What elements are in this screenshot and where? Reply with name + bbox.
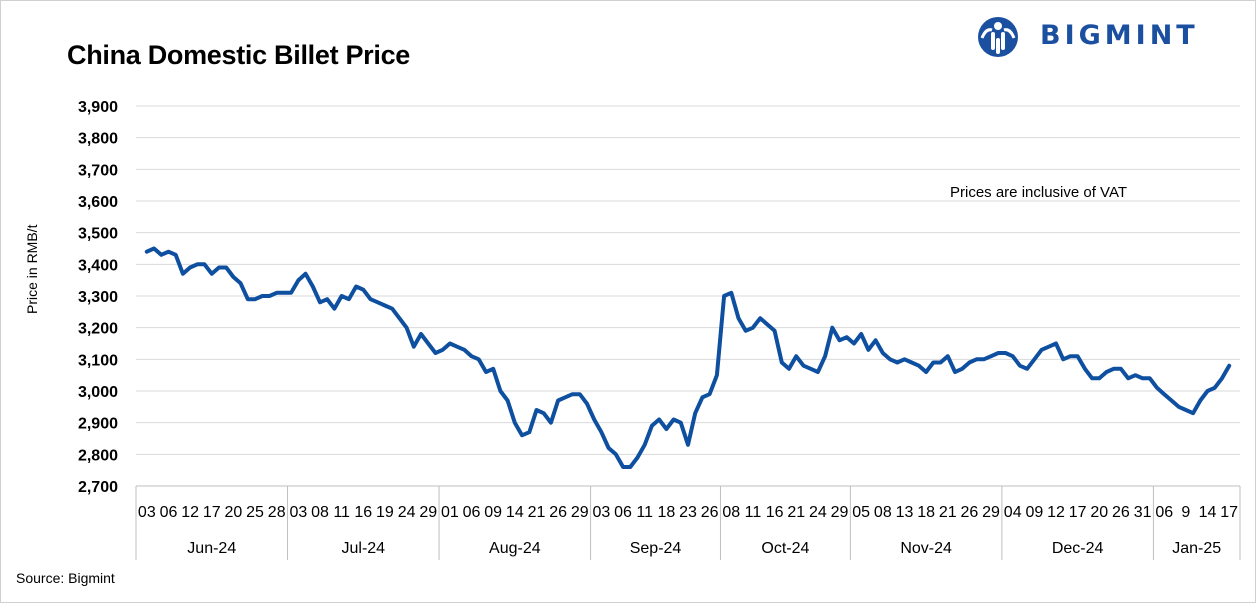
x-tick-label: 24 [398,504,416,521]
x-tick-label: 03 [138,504,156,521]
y-tick-label: 3,500 [78,226,118,243]
y-tick-label: 3,300 [78,289,118,306]
y-tick-label: 2,800 [78,447,118,464]
x-tick-label: 17 [1220,504,1238,521]
x-tick-label: 03 [593,504,611,521]
x-tick-label: 18 [917,504,935,521]
x-tick-label: 14 [1199,504,1217,521]
y-tick-label: 3,800 [78,131,118,148]
y-tick-label: 3,000 [78,384,118,401]
x-axis: 03 06 12 17 20 25 28 03 08 11 16 19 24 29 01 06 09 14 21 26… [135,485,1241,560]
x-tick-label: 03 [289,504,307,521]
month-label: Jan-25 [1172,540,1221,557]
x-tick-label: 18 [657,504,675,521]
x-tick-label: 06 [463,504,481,521]
y-tick-label: 3,700 [78,162,118,179]
x-tick-label: 31 [1134,504,1152,521]
x-tick-label: 17 [203,504,221,521]
price-series-line [144,246,1232,469]
x-tick-label: 16 [766,504,784,521]
x-tick-label: 29 [419,504,437,521]
x-tick-label: 29 [982,504,1000,521]
vat-note: Prices are inclusive of VAT [950,184,1128,201]
y-tick-label: 3,400 [78,257,118,274]
x-tick-label: 14 [506,504,524,521]
x-tick-label: 16 [354,504,372,521]
x-tick-label: 13 [896,504,914,521]
x-tick-label: 01 [441,504,459,521]
x-tick-label: 08 [311,504,329,521]
x-tick-label: 26 [961,504,979,521]
x-tick-label: 23 [679,504,697,521]
bigmint-logo: BIGMINT [972,16,1242,58]
x-tick-label: 20 [1090,504,1108,521]
x-tick-label: 21 [787,504,805,521]
x-tick-label: 08 [874,504,892,521]
month-label: Dec-24 [1052,540,1104,557]
x-tick-label: 12 [181,504,199,521]
x-tick-label: 05 [852,504,870,521]
y-tick-label: 3,100 [78,352,118,369]
chart-title: China Domestic Billet Price [67,40,411,70]
month-label: Aug-24 [489,540,541,557]
x-tick-label: 06 [614,504,632,521]
y-tick-label: 3,600 [78,194,118,211]
y-tick-label: 2,700 [78,479,118,496]
grid-lines [136,105,1240,455]
bigmint-person-logo-icon [978,17,1018,57]
y-tick-label: 3,200 [78,321,118,338]
x-tick-label: 26 [701,504,719,521]
x-tick-label: 26 [1112,504,1130,521]
x-tick-label: 11 [333,504,350,521]
y-tick-label: 3,900 [78,99,118,116]
x-tick-label: 9 [1181,504,1190,521]
month-label: Sep-24 [630,540,682,557]
logo-text: BIGMINT [1040,20,1199,51]
y-tick-label: 2,900 [78,416,118,433]
x-tick-label: 11 [636,504,653,521]
x-tick-label: 21 [939,504,957,521]
x-tick-label: 25 [246,504,264,521]
x-tick-label: 04 [1004,504,1022,521]
x-tick-label: 24 [809,504,827,521]
x-tick-label: 20 [225,504,243,521]
x-tick-label: 09 [1025,504,1043,521]
x-tick-label: 08 [722,504,740,521]
month-label: Jun-24 [187,540,236,557]
month-label: Jul-24 [342,540,386,557]
month-label: Oct-24 [761,540,809,557]
x-tick-label: 09 [484,504,502,521]
x-tick-label: 11 [745,504,762,521]
x-tick-label: 26 [549,504,567,521]
x-tick-label: 29 [831,504,849,521]
x-tick-label: 12 [1047,504,1065,521]
series-layer [144,246,1232,469]
x-tick-label: 19 [376,504,394,521]
x-tick-label: 06 [1155,504,1173,521]
x-tick-label: 06 [160,504,178,521]
x-tick-label: 21 [528,504,546,521]
x-tick-label: 28 [268,504,286,521]
source-label: Source: Bigmint [16,570,115,586]
y-tick-labels: 2,700 2,800 2,900 3,000 3,100 3,200 3,300 3,400… [78,99,118,496]
x-tick-label: 17 [1069,504,1087,521]
x-tick-label: 29 [571,504,589,521]
month-label: Nov-24 [900,540,952,557]
